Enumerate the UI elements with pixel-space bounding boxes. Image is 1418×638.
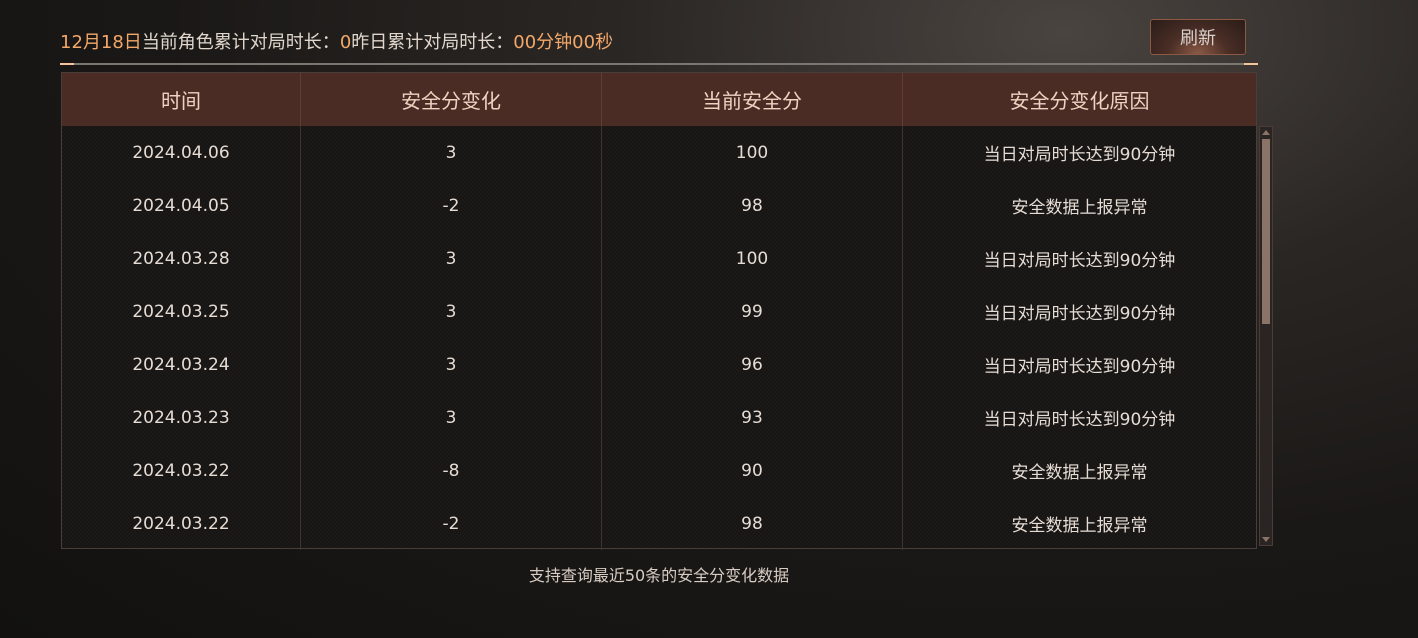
column-header-score: 当前安全分	[602, 73, 903, 126]
table-row: 2024.03.28 3 100 当日对局时长达到90分钟	[62, 232, 1256, 285]
table-row: 2024.04.05 -2 98 安全数据上报异常	[62, 179, 1256, 232]
cell-change: 3	[301, 232, 602, 285]
cell-score: 93	[602, 391, 903, 444]
security-score-table: 时间 安全分变化 当前安全分 安全分变化原因 2024.04.06 3 100 当日对…	[61, 72, 1257, 550]
cell-reason: 当日对局时长达到90分钟	[983, 251, 1176, 271]
table-row: 2024.03.22 -8 90 安全数据上报异常	[62, 444, 1256, 497]
cell-reason: 当日对局时长达到90分钟	[983, 357, 1176, 377]
cell-score: 100	[602, 232, 903, 285]
cell-score: 98	[602, 497, 903, 550]
cell-score: 96	[602, 338, 903, 391]
cell-score: 98	[602, 179, 903, 232]
scrollbar[interactable]	[1259, 126, 1273, 546]
column-header-reason: 安全分变化原因	[1009, 89, 1150, 113]
cell-time: 2024.03.24	[62, 338, 301, 391]
table-row: 2024.03.24 3 96 当日对局时长达到90分钟	[62, 338, 1256, 391]
cell-time: 2024.03.22	[62, 444, 301, 497]
cell-time: 2024.04.05	[62, 179, 301, 232]
cell-change: -2	[301, 497, 602, 550]
table-row: 2024.04.06 3 100 当日对局时长达到90分钟	[62, 126, 1256, 179]
cell-score: 90	[602, 444, 903, 497]
scroll-down-arrow-icon[interactable]	[1262, 537, 1270, 542]
cell-change: 3	[301, 285, 602, 338]
cell-change: 3	[301, 391, 602, 444]
table-header: 时间 安全分变化 当前安全分 安全分变化原因	[62, 73, 1256, 126]
cell-change: 3	[301, 338, 602, 391]
column-header-time: 时间	[62, 73, 301, 126]
date: 12月18日	[60, 32, 142, 53]
refresh-button[interactable]: 刷新	[1150, 19, 1246, 55]
column-header-change: 安全分变化	[301, 73, 602, 126]
scroll-up-arrow-icon[interactable]	[1262, 130, 1270, 135]
cell-time: 2024.03.28	[62, 232, 301, 285]
playtime-summary: 12月18日当前角色累计对局时长：0昨日累计对局时长：00分钟00秒	[60, 28, 613, 54]
scrollbar-thumb[interactable]	[1262, 139, 1270, 324]
table-row: 2024.03.25 3 99 当日对局时长达到90分钟	[62, 285, 1256, 338]
current-playtime-value: 0	[339, 32, 352, 53]
cell-time: 2024.04.06	[62, 126, 301, 179]
cell-reason: 当日对局时长达到90分钟	[983, 410, 1176, 430]
cell-reason: 安全数据上报异常	[1011, 516, 1148, 536]
cell-time: 2024.03.23	[62, 391, 301, 444]
table-row: 2024.03.22 -2 98 安全数据上报异常	[62, 497, 1256, 550]
current-playtime-label: 当前角色累计对局时长：	[141, 32, 340, 53]
cell-reason: 当日对局时长达到90分钟	[983, 145, 1176, 165]
cell-reason: 安全数据上报异常	[1011, 463, 1148, 483]
cell-reason: 当日对局时长达到90分钟	[983, 304, 1176, 324]
cell-change: -8	[301, 444, 602, 497]
yesterday-playtime-value: 00分钟00秒	[513, 32, 614, 53]
cell-score: 99	[602, 285, 903, 338]
cell-time: 2024.03.22	[62, 497, 301, 550]
footer-note: 支持查询最近50条的安全分变化数据	[528, 566, 790, 585]
table-row: 2024.03.23 3 93 当日对局时长达到90分钟	[62, 391, 1256, 444]
divider	[60, 63, 1258, 65]
cell-change: -2	[301, 179, 602, 232]
cell-time: 2024.03.25	[62, 285, 301, 338]
cell-reason: 安全数据上报异常	[1011, 198, 1148, 218]
cell-score: 100	[602, 126, 903, 179]
yesterday-playtime-label: 昨日累计对局时长：	[351, 32, 514, 53]
cell-change: 3	[301, 126, 602, 179]
